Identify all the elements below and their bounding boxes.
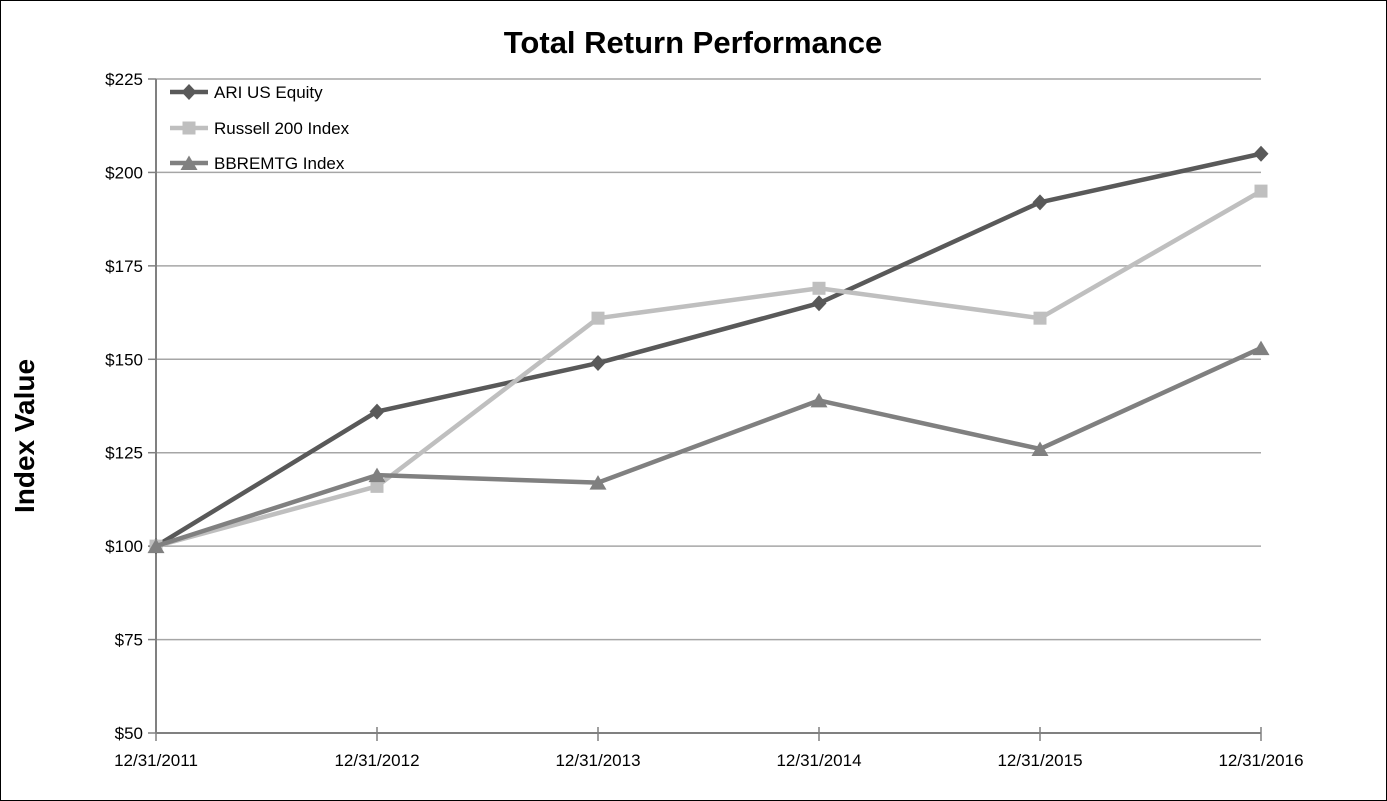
square-marker-icon	[370, 479, 384, 493]
square-marker-icon	[812, 281, 826, 295]
y-axis-title: Index Value	[9, 359, 40, 513]
diamond-marker-icon	[369, 403, 385, 420]
gridlines	[156, 78, 1261, 734]
series-line	[155, 346, 1262, 549]
legend: ARI US Equity Russell 200 Index BBREMTG …	[170, 83, 350, 173]
y-tick-label: $100	[105, 537, 143, 556]
legend-item-ari-us-equity: ARI US Equity	[170, 83, 323, 102]
diamond-marker-icon	[590, 355, 606, 372]
series-line	[155, 189, 1263, 549]
triangle-marker-icon	[147, 538, 165, 554]
x-tick-label: 12/31/2012	[334, 751, 419, 770]
y-tick-label: $125	[105, 444, 143, 463]
x-tick-label: 12/31/2011	[114, 751, 198, 770]
y-tick-label: $225	[105, 70, 143, 89]
axis-labels: $50 $75 $100 $125 $150 $175 $200 $225 12/31/2011…	[105, 70, 1303, 770]
diamond-marker-icon	[1253, 145, 1269, 162]
square-marker-icon	[182, 121, 196, 135]
y-tick-label: $175	[105, 257, 143, 276]
legend-label: BBREMTG Index	[214, 154, 345, 173]
legend-item-russell-200-index: Russell 200 Index	[170, 119, 350, 138]
diamond-marker-icon	[181, 84, 197, 100]
data-series	[147, 145, 1270, 555]
x-tick-label: 12/31/2016	[1218, 751, 1303, 770]
diamond-marker-icon	[1032, 194, 1048, 211]
series-bbremtg-index	[147, 340, 1270, 554]
y-tick-label: $200	[105, 163, 143, 182]
y-tick-label: $150	[105, 350, 143, 369]
square-marker-icon	[1254, 184, 1268, 198]
triangle-marker-icon	[1031, 441, 1049, 456]
diamond-marker-icon	[811, 295, 827, 312]
chart-title: Total Return Performance	[504, 25, 882, 60]
x-tick-label: 12/31/2015	[997, 751, 1082, 770]
triangle-marker-icon	[589, 475, 607, 490]
square-marker-icon	[1033, 311, 1047, 325]
legend-label: ARI US Equity	[214, 83, 323, 102]
legend-item-bbremtg-index: BBREMTG Index	[170, 154, 345, 173]
triangle-marker-icon	[1252, 340, 1270, 356]
series-russell-200-index	[149, 184, 1268, 553]
square-marker-icon	[591, 311, 605, 325]
series-line	[154, 151, 1262, 549]
triangle-marker-icon	[368, 467, 386, 483]
y-tick-label: $75	[115, 631, 143, 650]
x-tick-label: 12/31/2013	[555, 751, 640, 770]
triangle-marker-icon	[180, 155, 198, 170]
axes	[148, 78, 1262, 741]
y-tick-label: $50	[115, 724, 143, 743]
legend-label: Russell 200 Index	[214, 119, 350, 138]
x-tick-label: 12/31/2014	[776, 751, 861, 770]
triangle-marker-icon	[810, 392, 828, 408]
